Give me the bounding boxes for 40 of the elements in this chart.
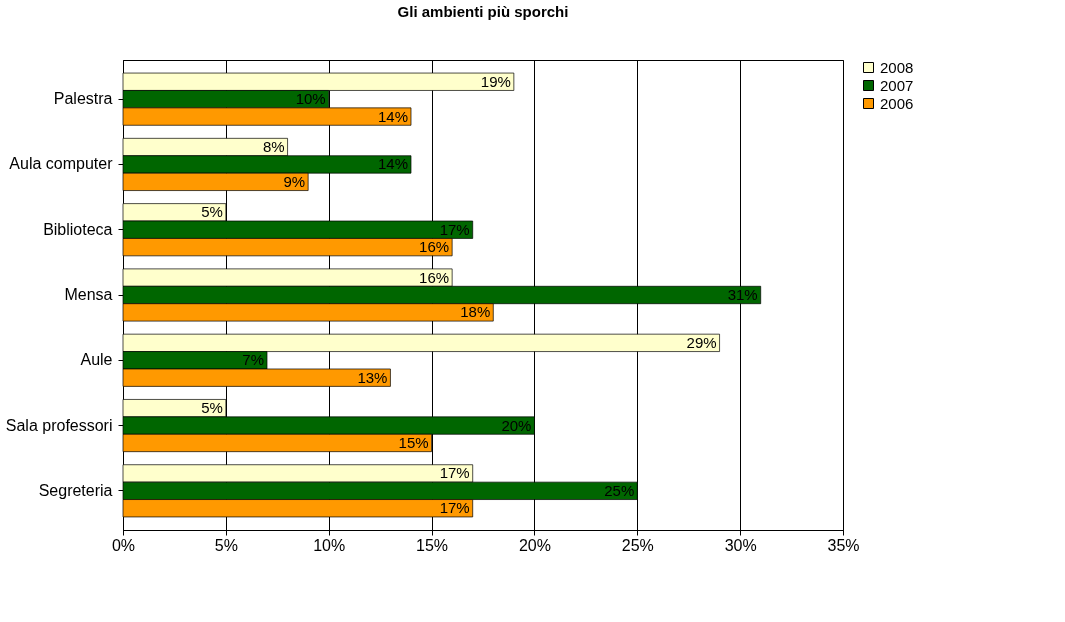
x-tick-label: 0% xyxy=(111,536,136,554)
data-label: 17% xyxy=(439,464,470,482)
data-label: 17% xyxy=(439,220,470,238)
legend-label: 2008 xyxy=(880,58,914,76)
x-tick-label: 25% xyxy=(621,536,654,554)
data-label: 16% xyxy=(419,238,450,256)
data-label: 16% xyxy=(419,268,450,286)
data-label: 18% xyxy=(460,303,491,321)
data-label: 10% xyxy=(295,90,326,108)
data-label: 25% xyxy=(604,481,635,499)
y-tick-label: Segreteria xyxy=(38,481,113,499)
y-tick-label: Sala professori xyxy=(5,416,113,434)
data-label: 9% xyxy=(283,172,306,190)
legend-label: 2006 xyxy=(880,94,914,112)
data-label: 13% xyxy=(357,368,388,386)
data-label: 5% xyxy=(201,399,223,417)
data-label: 14% xyxy=(377,107,408,125)
data-label: 19% xyxy=(480,72,511,90)
data-label: 17% xyxy=(439,499,470,517)
data-label: 31% xyxy=(727,286,758,303)
x-tick-label: 5% xyxy=(214,536,238,554)
x-tick-label: 15% xyxy=(416,536,449,554)
y-tick-label: Palestra xyxy=(53,90,113,108)
y-tick-label: Mensa xyxy=(64,286,113,303)
y-tick-label: Aule xyxy=(80,351,113,369)
y-tick-label: Biblioteca xyxy=(43,220,113,238)
y-tick-label: Aula computer xyxy=(9,155,114,173)
data-label: 8% xyxy=(262,138,285,156)
data-label: 29% xyxy=(686,333,717,351)
x-tick-label: 30% xyxy=(724,536,757,554)
data-label: 7% xyxy=(242,351,264,369)
data-label: 20% xyxy=(501,416,532,434)
legend-label: 2007 xyxy=(880,76,914,94)
chart-title: Gli ambienti più sporchi xyxy=(397,3,569,20)
x-tick-label: 35% xyxy=(827,536,860,554)
data-label: 14% xyxy=(377,155,408,173)
x-tick-label: 20% xyxy=(518,536,551,554)
data-label: 5% xyxy=(201,203,223,221)
data-label: 15% xyxy=(398,433,429,451)
x-tick-label: 10% xyxy=(313,536,346,554)
